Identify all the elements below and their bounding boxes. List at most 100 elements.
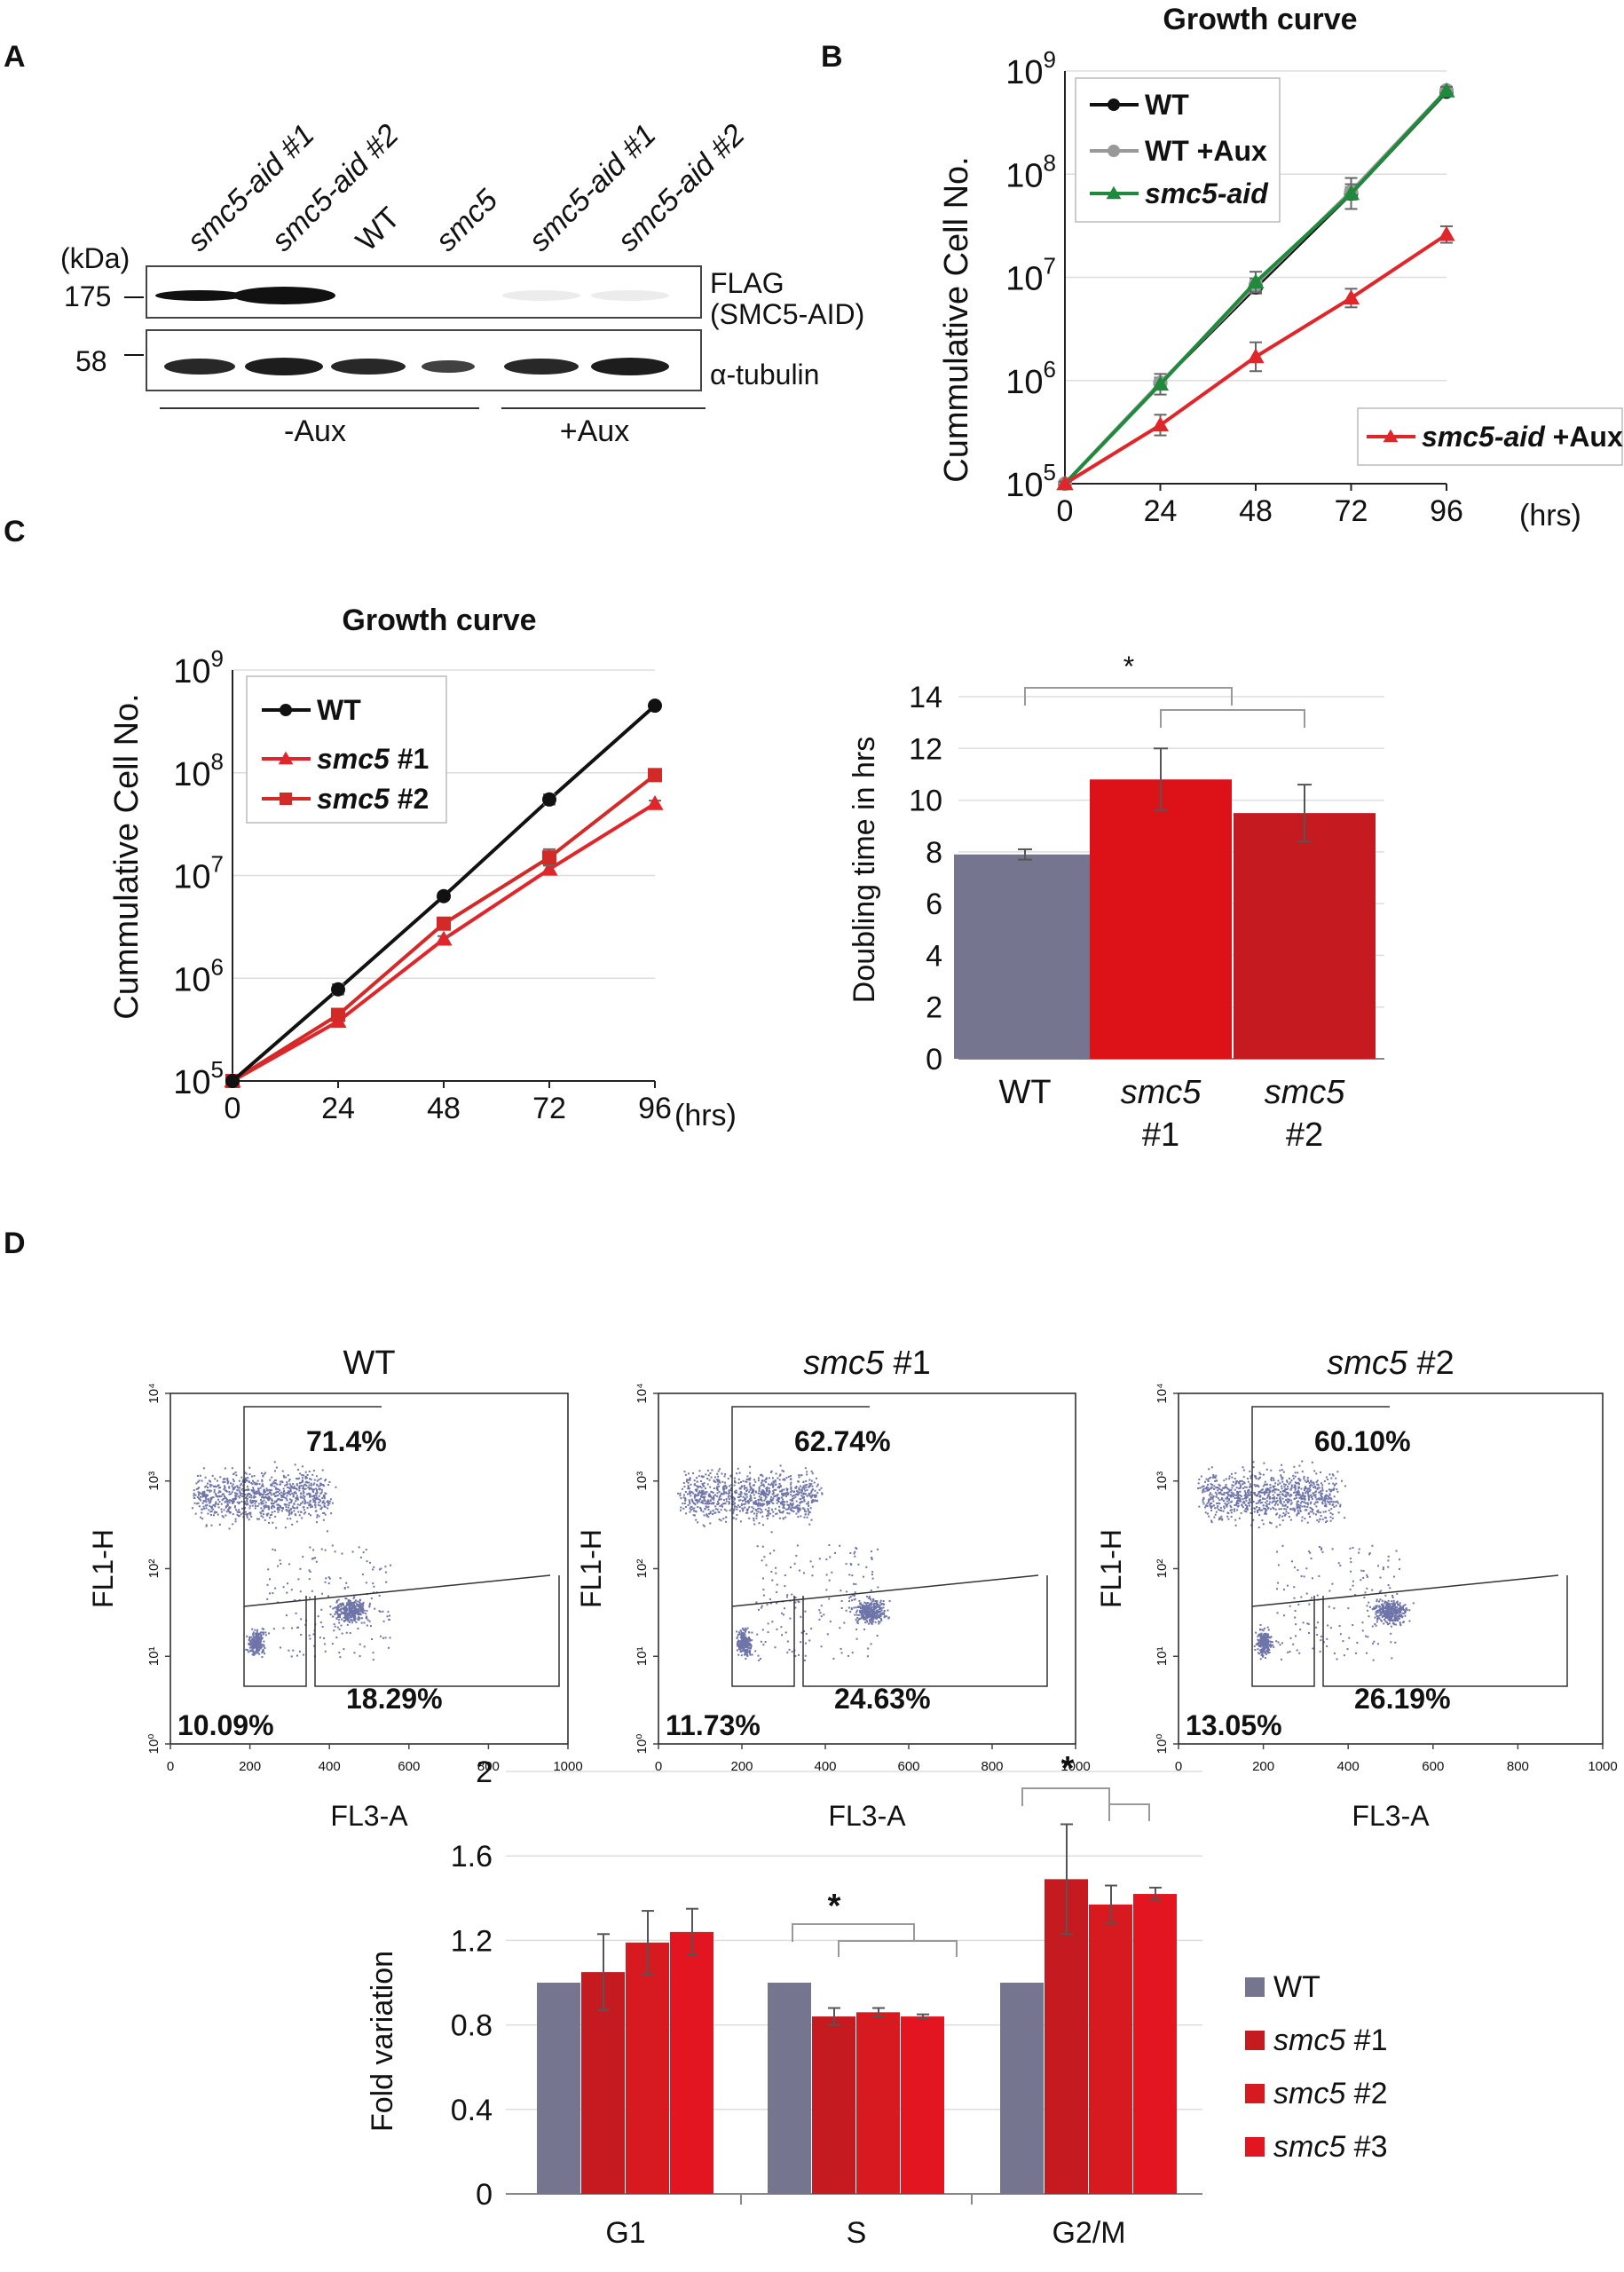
dot xyxy=(758,1522,761,1525)
dot xyxy=(1389,1604,1391,1606)
dot xyxy=(1268,1491,1271,1494)
dot xyxy=(831,1571,833,1574)
dot xyxy=(1249,1483,1251,1486)
dot xyxy=(1210,1502,1213,1504)
dot xyxy=(740,1646,743,1649)
dot xyxy=(761,1504,763,1507)
dot xyxy=(1265,1503,1268,1505)
dot xyxy=(1265,1489,1267,1492)
dot xyxy=(260,1501,263,1503)
dot xyxy=(1223,1479,1226,1482)
dot xyxy=(800,1631,803,1634)
dot xyxy=(330,1512,333,1515)
dot xyxy=(1263,1632,1265,1635)
dot xyxy=(256,1492,259,1495)
dot xyxy=(209,1483,211,1486)
dot xyxy=(255,1636,257,1638)
legend-label: smc5 #1 xyxy=(317,743,429,775)
dot xyxy=(1294,1487,1297,1490)
dot xyxy=(1223,1507,1226,1510)
dot xyxy=(870,1604,872,1606)
dot xyxy=(810,1479,813,1482)
dot xyxy=(280,1499,283,1502)
dot xyxy=(302,1556,304,1558)
dot xyxy=(285,1614,288,1617)
dot xyxy=(347,1603,350,1605)
dot xyxy=(1330,1477,1333,1479)
dot xyxy=(321,1484,324,1487)
dot xyxy=(682,1494,685,1496)
dot xyxy=(1259,1491,1262,1494)
dot xyxy=(273,1485,276,1487)
dot xyxy=(721,1480,724,1483)
dot xyxy=(742,1634,745,1637)
dot xyxy=(751,1510,753,1512)
dot xyxy=(1232,1495,1234,1497)
dot xyxy=(882,1612,885,1614)
dot xyxy=(806,1488,808,1491)
dot xyxy=(287,1474,289,1477)
dot xyxy=(689,1507,691,1510)
dot xyxy=(690,1498,693,1501)
dot xyxy=(1244,1492,1247,1495)
dot xyxy=(706,1501,708,1503)
gate-g2 xyxy=(314,1575,560,1687)
dot xyxy=(1210,1494,1213,1496)
dot xyxy=(301,1474,304,1477)
dot xyxy=(785,1508,788,1511)
dot xyxy=(299,1503,302,1506)
dot xyxy=(746,1475,749,1478)
dot xyxy=(708,1494,711,1496)
dot xyxy=(309,1499,311,1502)
dot xyxy=(256,1629,259,1631)
dot xyxy=(866,1655,869,1658)
flow-y-tick-label: 10⁰ xyxy=(146,1734,162,1755)
dot xyxy=(743,1636,745,1638)
dot xyxy=(861,1604,863,1606)
dot xyxy=(1289,1519,1292,1521)
dot xyxy=(1242,1506,1244,1509)
dot xyxy=(1226,1486,1228,1488)
dot xyxy=(763,1485,766,1487)
dot xyxy=(718,1485,721,1487)
dot xyxy=(291,1523,294,1526)
dot xyxy=(273,1511,276,1513)
dot xyxy=(280,1510,283,1512)
dot xyxy=(334,1613,336,1616)
dot xyxy=(777,1501,780,1503)
dot xyxy=(694,1499,697,1502)
dot xyxy=(868,1597,871,1599)
dot xyxy=(1387,1608,1390,1611)
dot xyxy=(1306,1503,1309,1506)
dot xyxy=(232,1513,234,1516)
dot xyxy=(212,1496,215,1499)
dot xyxy=(319,1498,321,1501)
dot xyxy=(703,1498,706,1501)
dot xyxy=(760,1498,762,1501)
dot xyxy=(749,1644,752,1646)
dot xyxy=(792,1503,794,1506)
dot xyxy=(302,1480,304,1483)
dot xyxy=(737,1636,739,1638)
dot xyxy=(688,1487,690,1490)
dot xyxy=(880,1613,883,1615)
dot xyxy=(234,1518,237,1520)
dot xyxy=(257,1634,260,1637)
dot xyxy=(870,1598,872,1601)
dot xyxy=(241,1487,244,1490)
gate-upper xyxy=(731,1406,870,1606)
dot xyxy=(813,1481,816,1484)
dot xyxy=(1234,1524,1237,1526)
dot xyxy=(720,1509,722,1511)
dot xyxy=(284,1484,287,1487)
flow-xlabel: FL3-A xyxy=(330,1800,408,1832)
dot xyxy=(1230,1511,1233,1514)
dot xyxy=(276,1508,279,1511)
dot xyxy=(322,1495,325,1498)
dot xyxy=(1303,1496,1305,1499)
dot xyxy=(858,1618,861,1621)
data-point xyxy=(1247,273,1265,289)
dot xyxy=(702,1524,705,1526)
legend-label: WT +Aux xyxy=(1145,135,1267,167)
dot xyxy=(778,1474,781,1477)
